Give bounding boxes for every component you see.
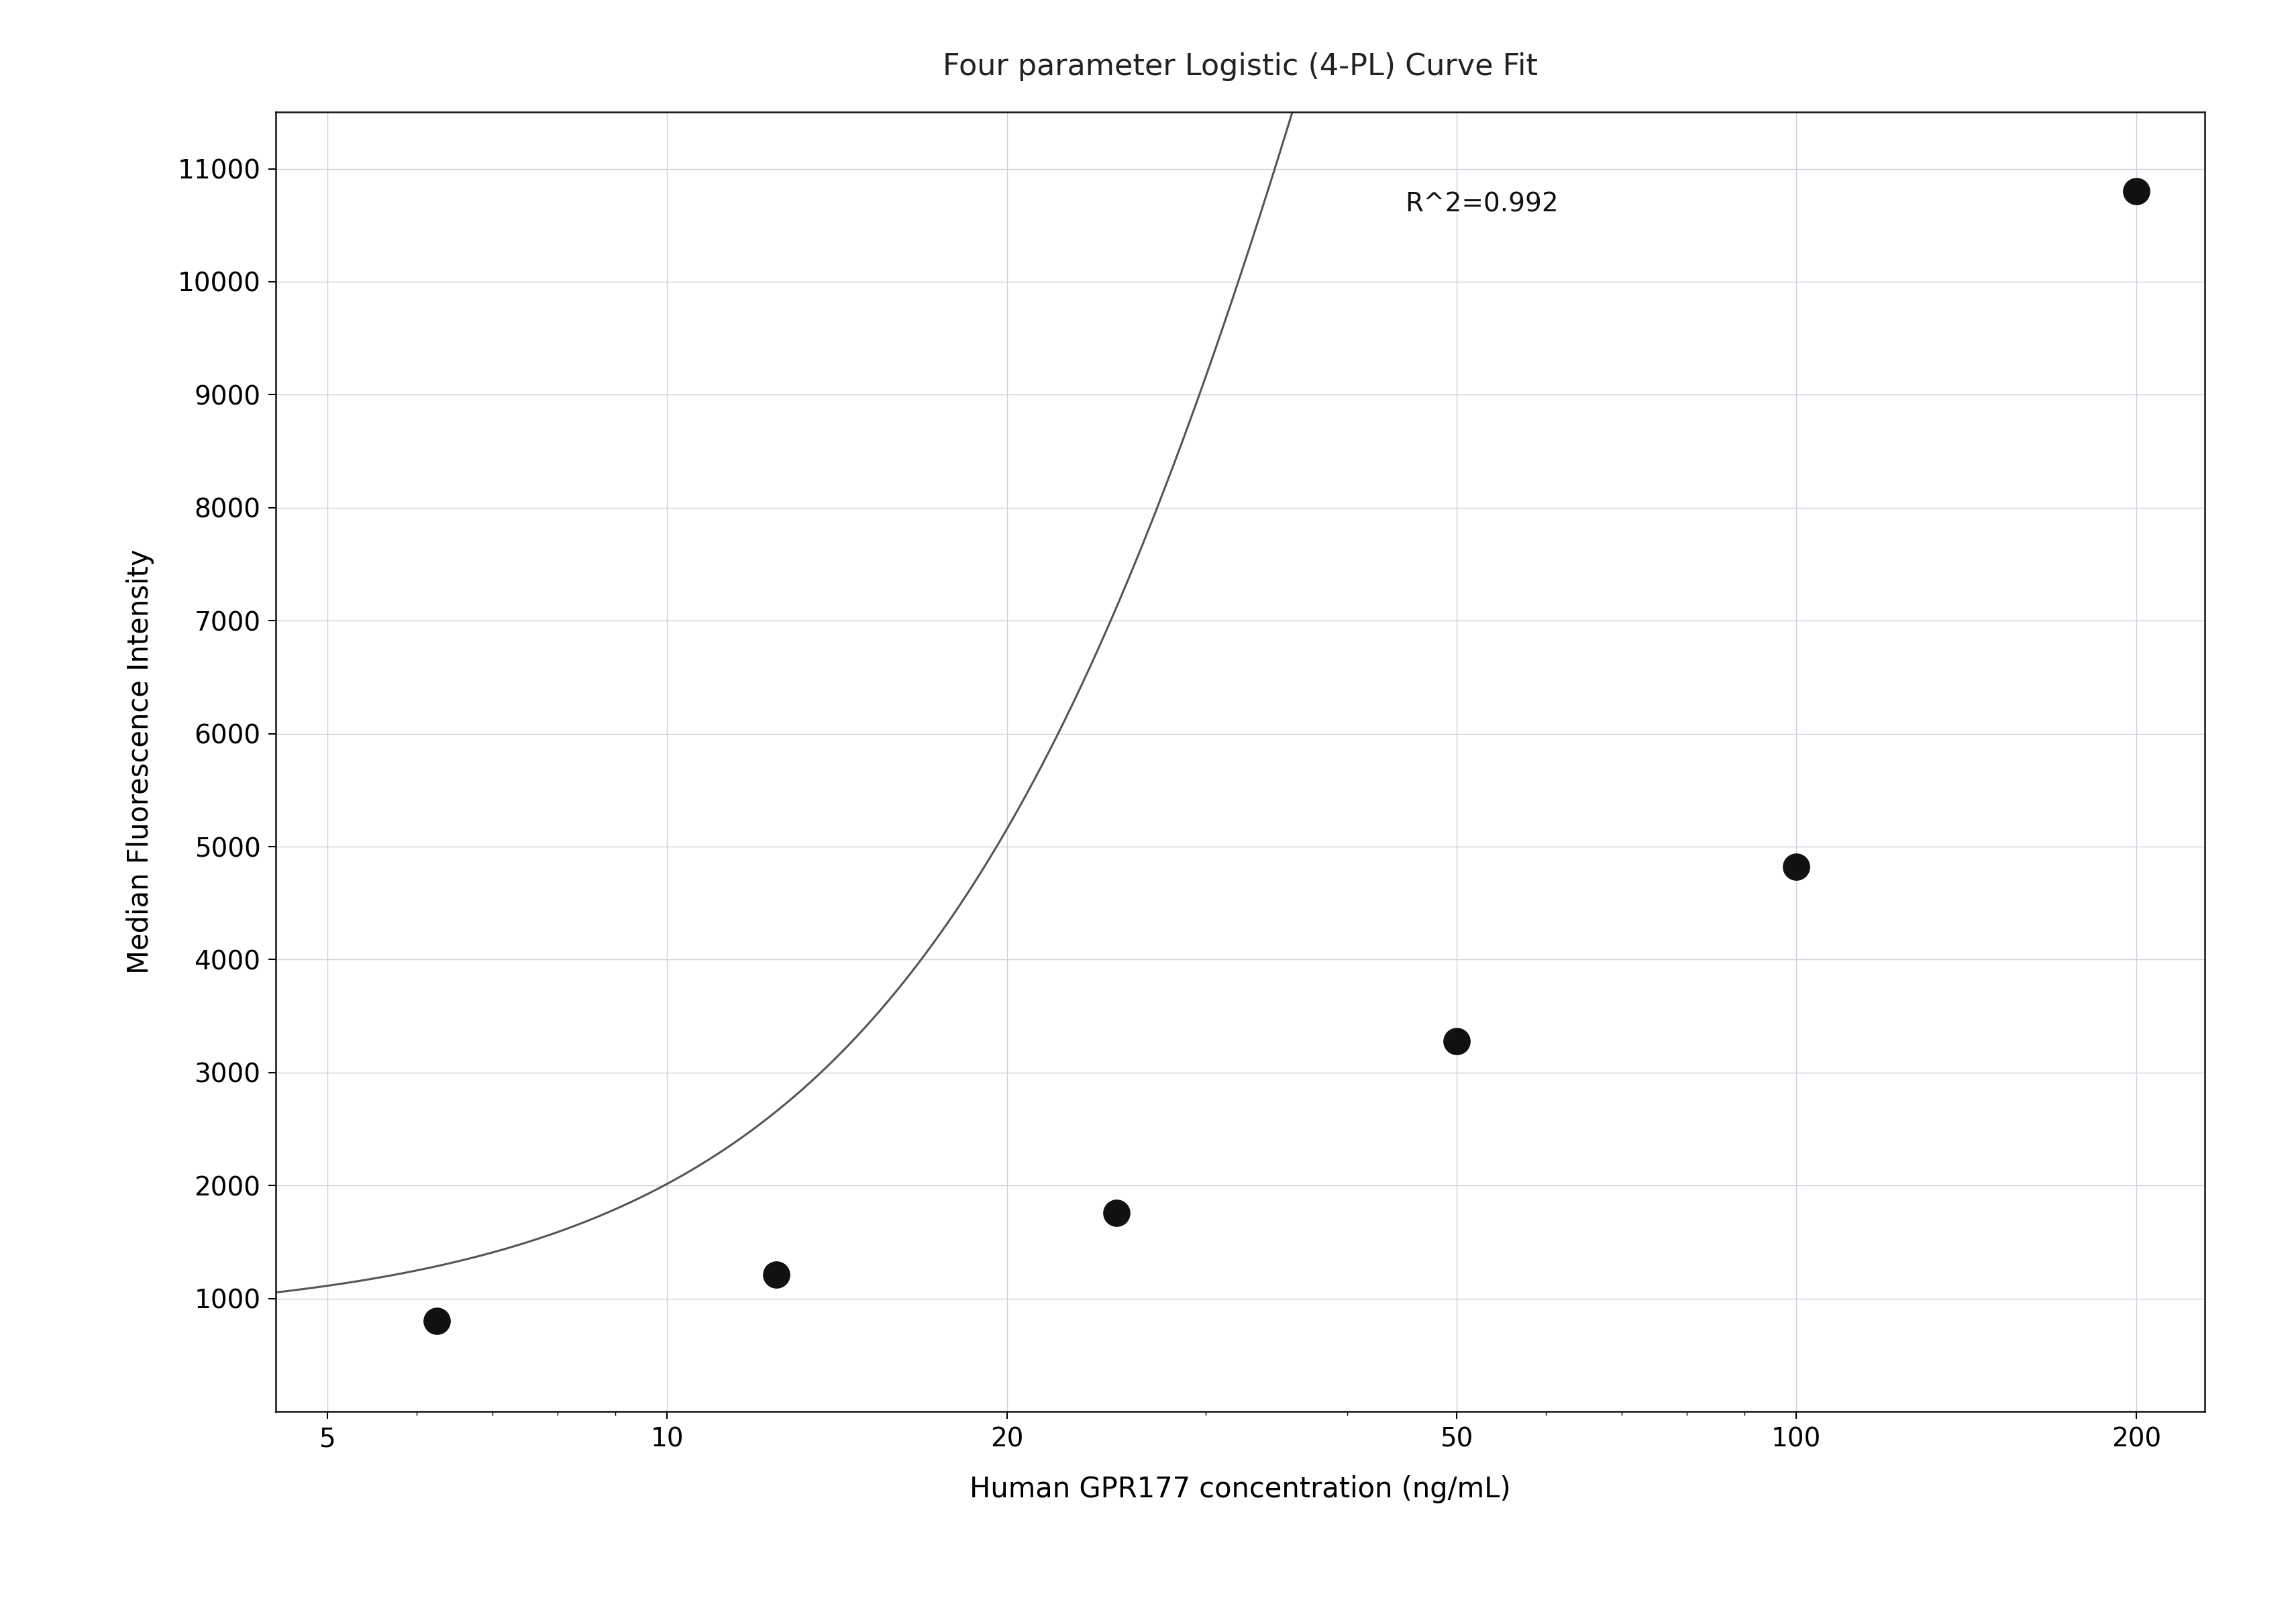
Y-axis label: Median Fluorescence Intensity: Median Fluorescence Intensity — [126, 550, 154, 974]
Point — [1097, 1200, 1134, 1225]
Point — [1437, 1028, 1474, 1054]
X-axis label: Human GPR177 concentration (ng/mL): Human GPR177 concentration (ng/mL) — [969, 1476, 1511, 1503]
Text: R^2=0.992: R^2=0.992 — [1405, 191, 1557, 217]
Point — [2117, 178, 2154, 204]
Point — [758, 1262, 794, 1288]
Point — [1777, 855, 1814, 881]
Point — [418, 1309, 455, 1335]
Title: Four parameter Logistic (4-PL) Curve Fit: Four parameter Logistic (4-PL) Curve Fit — [941, 53, 1538, 82]
